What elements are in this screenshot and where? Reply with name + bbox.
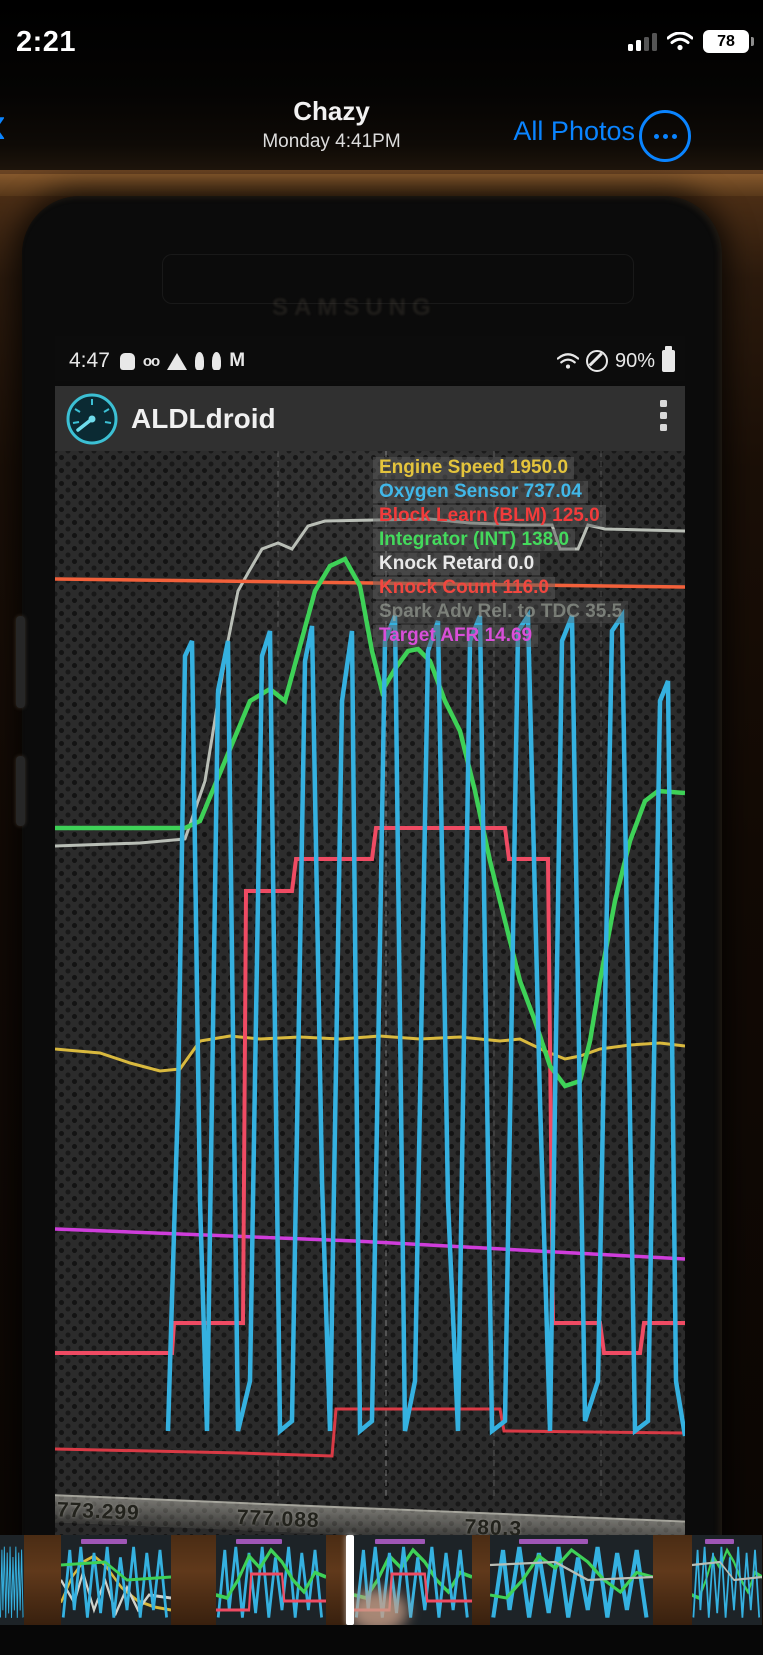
filmstrip-thumbnail[interactable] <box>354 1535 472 1625</box>
legend-value: 14.69 <box>484 625 533 646</box>
gridline <box>277 451 279 1496</box>
photo-filmstrip[interactable] <box>0 1535 763 1625</box>
legend-label: Knock Count <box>379 577 498 598</box>
thumbnail-legend-hint <box>235 1539 282 1544</box>
chart-legend: Engine Speed 1950.0 Oxygen Sensor 737.04… <box>373 457 629 647</box>
bottom-black-bar <box>0 1625 763 1655</box>
gmail-icon: M <box>229 350 246 371</box>
legend-value: 138.0 <box>521 529 570 550</box>
legend-row: Integrator (INT) 138.0 <box>373 529 576 551</box>
battery-percent: 78 <box>717 32 735 50</box>
photo-viewer[interactable]: SAMSUNG 4:47 oo M <box>0 170 763 1535</box>
legend-row: Knock Retard 0.0 <box>373 553 541 575</box>
series-block-learn <box>55 826 685 1355</box>
finger-blur <box>354 1589 408 1625</box>
phone-side-button <box>16 616 25 708</box>
photo-title: Chazy <box>293 96 370 126</box>
series-oxygen-sensor <box>165 608 685 1437</box>
thumbnail-legend-hint <box>704 1539 734 1544</box>
chart-area: Engine Speed 1950.0 Oxygen Sensor 737.04… <box>55 451 685 1535</box>
gridline <box>493 451 495 1496</box>
phone-earpiece-cutout <box>162 254 634 304</box>
legend-row: Engine Speed 1950.0 <box>373 457 575 479</box>
android-wifi-icon <box>556 352 579 369</box>
legend-row: Spark Adv Rel. to TDC 35.5 <box>373 601 629 623</box>
aldldroid-screen: 4:47 oo M <box>55 336 685 1535</box>
series-knock-retard <box>55 1407 685 1458</box>
thumbnail-legend-hint <box>80 1539 127 1544</box>
filmstrip-gap <box>171 1535 216 1625</box>
back-button chevron-left-icon[interactable]: ‹ <box>0 94 7 154</box>
legend-value: 0.0 <box>507 553 535 574</box>
legend-label: Knock Retard <box>379 553 503 574</box>
no-signal-icon <box>585 350 608 372</box>
android-battery-percent: 90% <box>614 349 655 372</box>
key-notification-icon <box>195 352 205 370</box>
x-axis-tick-label: 777.088 <box>236 1505 321 1533</box>
legend-value: 35.5 <box>585 601 623 622</box>
gauge-app-icon <box>66 393 118 444</box>
filmstrip-gap <box>24 1535 61 1625</box>
phone-side-button <box>16 756 25 826</box>
series-spark-adv <box>55 517 685 848</box>
gridline <box>385 451 387 1496</box>
legend-value: 116.0 <box>502 577 550 598</box>
filmstrip-thumbnail[interactable] <box>0 1535 24 1625</box>
legend-value: 125.0 <box>552 505 600 526</box>
legend-label: Spark Adv Rel. to TDC <box>379 601 580 622</box>
photos-header: ‹ Chazy Monday 4:41PM All Photos <box>0 88 763 170</box>
all-photos-link[interactable]: All Photos <box>513 116 635 146</box>
cellular-signal-icon <box>628 32 657 51</box>
voicemail-icon: oo <box>142 352 160 370</box>
phone-brand-glare: SAMSUNG <box>272 294 437 321</box>
android-clock: 4:47 <box>69 349 110 372</box>
legend-value: 1950.0 <box>509 457 569 478</box>
chart-plot <box>55 517 685 1458</box>
hand-notification-icon <box>119 352 135 370</box>
legend-label: Integrator (INT) <box>379 529 517 550</box>
x-axis-tick-label: 780.3 <box>464 1515 523 1535</box>
android-status-bar: 4:47 oo M <box>55 336 685 386</box>
app-title: ALDLdroid <box>131 402 276 434</box>
legend-value: 737.04 <box>523 481 582 502</box>
photo-timestamp: Monday 4:41PM <box>262 131 401 152</box>
overflow-menu-button kebab-icon[interactable] <box>660 400 667 431</box>
more-options-button ellipsis-icon[interactable] <box>639 110 691 162</box>
photographed-phone: SAMSUNG 4:47 oo M <box>16 196 722 1535</box>
current-photo-indicator[interactable] <box>346 1535 354 1625</box>
key-notification-icon <box>212 352 222 370</box>
legend-label: Engine Speed <box>379 457 505 478</box>
filmstrip-gap <box>326 1535 346 1625</box>
wifi-icon <box>667 32 693 51</box>
x-axis-tick-label: 773.299 <box>56 1498 141 1525</box>
series-knock-count <box>55 577 685 589</box>
wood-desk-background <box>0 174 763 196</box>
legend-label: Block Learn (BLM) <box>379 505 547 526</box>
filmstrip-thumbnail[interactable] <box>61 1535 171 1625</box>
legend-label: Target AFR <box>379 625 480 646</box>
ios-clock: 2:21 <box>16 26 77 58</box>
legend-row: Oxygen Sensor 737.04 <box>373 481 588 503</box>
filmstrip-thumbnail[interactable] <box>692 1535 762 1625</box>
filmstrip-thumbnail[interactable] <box>490 1535 653 1625</box>
legend-label: Oxygen Sensor <box>379 481 519 502</box>
legend-row: Target AFR 14.69 <box>373 625 539 647</box>
app-bar: ALDLdroid <box>55 386 685 451</box>
filmstrip-thumbnail[interactable] <box>216 1535 326 1625</box>
android-battery-icon <box>662 346 675 372</box>
ios-top-chrome: 2:21 78 ‹ Chazy Monday 4:41PM All Photos <box>0 0 763 170</box>
battery-indicator: 78 <box>703 30 754 53</box>
thumbnail-legend-hint <box>375 1539 425 1544</box>
legend-row: Block Learn (BLM) 125.0 <box>373 505 606 527</box>
series-target-afr <box>55 1227 685 1261</box>
filmstrip-gap <box>653 1535 692 1625</box>
ios-status-bar: 2:21 78 <box>0 0 763 62</box>
warning-icon <box>167 352 188 370</box>
filmstrip-gap <box>472 1535 490 1625</box>
legend-row: Knock Count 116.0 <box>373 577 555 599</box>
thumbnail-legend-hint <box>519 1539 588 1544</box>
